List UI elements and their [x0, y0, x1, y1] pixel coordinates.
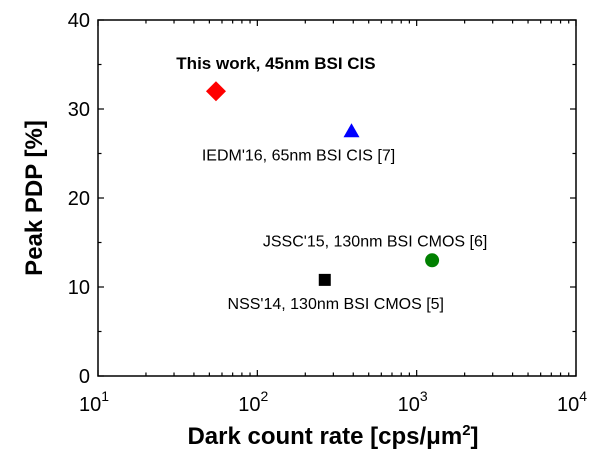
y-axis-title: Peak PDP [%] — [21, 120, 48, 276]
point-diamond — [205, 81, 226, 102]
plot-border — [97, 19, 577, 377]
axis-ticks: 0 10 20 30 40 101 102 103 104 — [68, 10, 587, 416]
point-square — [318, 273, 331, 286]
point-label: JSSC'15, 130nm BSI CMOS [6] — [263, 233, 487, 250]
y-tick-label: 0 — [79, 366, 90, 388]
x-tick-label: 101 — [79, 388, 109, 416]
point-labels: This work, 45nm BSI CIS IEDM'16, 65nm BSI… — [176, 54, 487, 313]
point-label: NSS'14, 130nm BSI CMOS [5] — [228, 296, 444, 313]
y-tick-label: 10 — [68, 277, 90, 299]
y-tick-label: 20 — [68, 188, 90, 210]
plot-frame — [97, 19, 577, 377]
x-axis-title: Dark count rate [cps/μm2] — [187, 422, 478, 450]
y-tick-label: 40 — [68, 10, 90, 32]
x-axis-title-end: ] — [471, 423, 479, 450]
x-tick-label: 103 — [398, 388, 428, 416]
data-points — [205, 81, 440, 286]
x-axis-title-unit: μm — [426, 423, 462, 450]
point-label: IEDM'16, 65nm BSI CIS [7] — [202, 147, 395, 164]
x-tick-label: 102 — [238, 388, 268, 416]
x-tick-label: 104 — [557, 388, 587, 416]
point-label: This work, 45nm BSI CIS — [176, 54, 375, 73]
x-axis-title-sup: 2 — [462, 422, 470, 439]
y-tick-label: 30 — [68, 99, 90, 121]
x-axis-title-main: Dark count rate [cps/ — [187, 423, 426, 450]
point-circle — [425, 253, 440, 268]
point-triangle — [343, 123, 360, 138]
